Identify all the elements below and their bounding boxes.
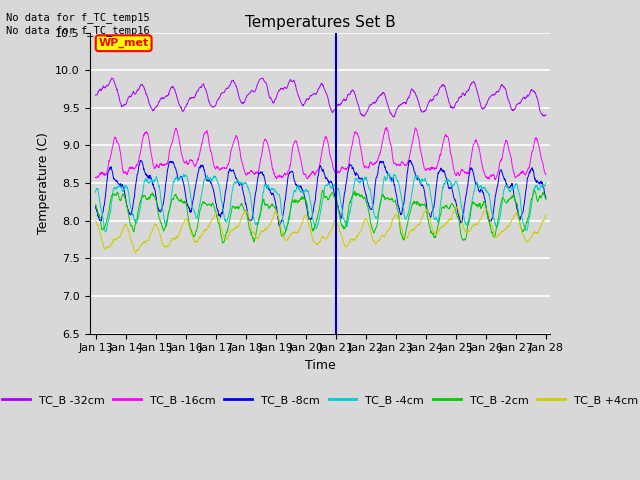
TC_B -32cm [292, 86, 300, 92]
TC_B -4cm [102, 229, 109, 235]
TC_B -4cm [292, 187, 300, 193]
TC_B -16cm [92, 174, 99, 180]
TC_B -16cm [283, 171, 291, 177]
TC_B -8cm [301, 193, 308, 199]
TC_B -16cm [145, 135, 152, 141]
TC_B -2cm [292, 197, 300, 203]
TC_B -2cm [92, 202, 99, 207]
TC_B -2cm [127, 221, 134, 227]
Text: No data for f_TC_temp16: No data for f_TC_temp16 [6, 25, 150, 36]
TC_B -4cm [145, 180, 153, 185]
TC_B -2cm [348, 195, 356, 201]
TC_B -2cm [283, 223, 291, 229]
Line: TC_B -8cm: TC_B -8cm [95, 160, 546, 226]
TC_B -32cm [542, 112, 550, 118]
Text: WP_met: WP_met [99, 38, 148, 48]
TC_B -16cm [383, 124, 390, 130]
TC_B +4cm [92, 218, 99, 224]
TC_B -16cm [127, 165, 134, 171]
TC_B -8cm [542, 195, 550, 201]
TC_B -16cm [492, 177, 499, 183]
TC_B -16cm [542, 172, 550, 178]
Line: TC_B -16cm: TC_B -16cm [95, 127, 546, 180]
Line: TC_B -4cm: TC_B -4cm [95, 173, 546, 232]
TC_B -2cm [542, 197, 550, 203]
TC_B -32cm [348, 87, 356, 93]
TC_B -16cm [292, 139, 300, 144]
TC_B +4cm [292, 230, 300, 236]
TC_B -2cm [145, 194, 152, 200]
Line: TC_B -2cm: TC_B -2cm [95, 190, 546, 243]
Legend: TC_B -32cm, TC_B -16cm, TC_B -8cm, TC_B -4cm, TC_B -2cm, TC_B +4cm: TC_B -32cm, TC_B -16cm, TC_B -8cm, TC_B … [0, 390, 640, 410]
TC_B +4cm [283, 237, 291, 243]
Text: No data for f_TC_temp15: No data for f_TC_temp15 [6, 12, 150, 23]
TC_B -4cm [92, 189, 99, 195]
TC_B +4cm [131, 250, 139, 255]
Title: Temperatures Set B: Temperatures Set B [244, 15, 396, 30]
TC_B -8cm [283, 183, 291, 189]
TC_B -4cm [127, 205, 134, 211]
TC_B -32cm [283, 84, 291, 90]
TC_B +4cm [348, 237, 356, 242]
TC_B +4cm [454, 204, 461, 210]
TC_B +4cm [145, 236, 153, 242]
TC_B -4cm [283, 225, 291, 230]
X-axis label: Time: Time [305, 359, 335, 372]
TC_B -2cm [531, 187, 538, 192]
TC_B +4cm [542, 212, 550, 217]
TC_B -32cm [390, 114, 397, 120]
TC_B -4cm [348, 194, 356, 200]
TC_B -32cm [108, 75, 116, 81]
TC_B +4cm [127, 236, 134, 241]
TC_B -8cm [145, 176, 152, 181]
Line: TC_B -32cm: TC_B -32cm [95, 78, 546, 117]
TC_B -32cm [127, 94, 134, 100]
TC_B -4cm [301, 189, 308, 195]
TC_B -8cm [348, 166, 356, 171]
TC_B -4cm [542, 180, 550, 185]
Y-axis label: Temperature (C): Temperature (C) [36, 132, 50, 234]
TC_B -2cm [219, 240, 227, 246]
TC_B -32cm [92, 92, 99, 98]
Line: TC_B +4cm: TC_B +4cm [95, 207, 546, 252]
TC_B -8cm [92, 204, 99, 209]
TC_B -16cm [300, 171, 308, 177]
TC_B -16cm [348, 143, 356, 149]
TC_B -8cm [292, 181, 300, 187]
TC_B -2cm [301, 197, 308, 203]
TC_B -8cm [127, 212, 134, 218]
TC_B -4cm [385, 170, 392, 176]
TC_B -8cm [275, 223, 283, 228]
TC_B -8cm [406, 157, 413, 163]
TC_B +4cm [301, 214, 308, 219]
TC_B -32cm [145, 100, 153, 106]
TC_B -32cm [301, 101, 308, 107]
